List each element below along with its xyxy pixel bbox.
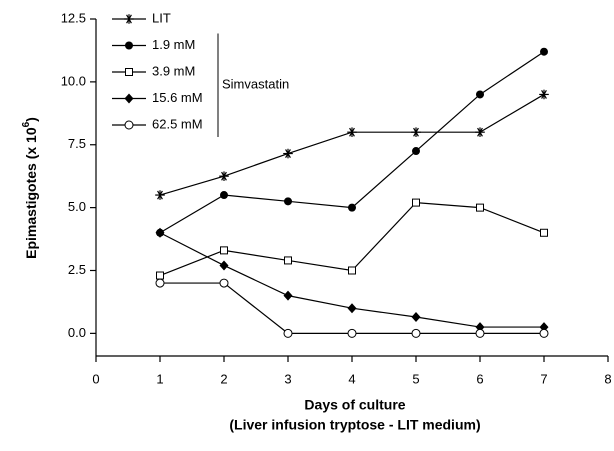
square: [412, 198, 420, 207]
y-axis-title: Epimastigotes (x 106): [21, 117, 39, 259]
circle: [219, 278, 229, 288]
circle: [284, 197, 292, 206]
data-point: [348, 203, 356, 212]
data-point: [411, 312, 421, 323]
data-point: [219, 171, 229, 181]
x-axis-subtitle: (Liver infusion tryptose - LIT medium): [229, 417, 480, 433]
data-point: [284, 256, 292, 265]
circle: [348, 203, 356, 212]
legend-marker: [125, 68, 133, 76]
circle: [155, 278, 165, 288]
legend-label: 15.6 mM: [152, 90, 203, 105]
circle: [412, 147, 420, 156]
diamond: [155, 227, 165, 238]
legend-marker: [124, 120, 134, 130]
circle: [347, 328, 357, 338]
legend-marker: [125, 41, 133, 50]
y-axis-title-text: Epimastigotes (x 10: [23, 127, 39, 259]
circle: [539, 328, 549, 338]
circle: [220, 191, 228, 200]
data-point: [156, 271, 164, 280]
series-line: [159, 201, 545, 277]
x-tick-label: 4: [348, 371, 355, 386]
data-point: [283, 148, 293, 159]
square: [156, 271, 164, 280]
diamond: [219, 260, 229, 271]
y-axis-title-end: ): [23, 117, 39, 122]
circle: [411, 328, 421, 338]
legend-marker: [124, 14, 134, 24]
data-point: [284, 197, 292, 206]
circle: [476, 90, 484, 99]
legend-label: 1.9 mM: [152, 37, 195, 52]
data-point: [283, 328, 293, 338]
y-axis-title-exponent: 6: [21, 121, 32, 127]
circle: [125, 41, 133, 50]
y-tick-label: 2.5: [68, 262, 86, 277]
y-tick-label: 0.0: [68, 325, 86, 340]
diamond: [283, 290, 293, 301]
circle: [540, 47, 548, 56]
y-tick-label: 7.5: [68, 136, 86, 151]
x-tick-label: 8: [604, 371, 611, 386]
data-point: [155, 278, 165, 288]
data-point: [155, 190, 165, 200]
square: [476, 203, 484, 212]
legend-label: LIT: [152, 10, 171, 25]
y-tick-label: 12.5: [61, 10, 86, 25]
data-point: [411, 328, 421, 338]
circle: [124, 120, 134, 130]
data-point: [220, 191, 228, 200]
data-point: [348, 266, 356, 275]
x-tick-label: 0: [92, 371, 99, 386]
circle: [283, 328, 293, 338]
data-point: [540, 228, 548, 237]
data-point: [219, 278, 229, 288]
data-point: [347, 303, 357, 314]
x-axis-title: Days of culture: [304, 397, 405, 413]
data-point: [476, 90, 484, 99]
data-point: [412, 198, 420, 207]
data-point: [539, 89, 549, 100]
diamond: [124, 93, 134, 104]
data-point: [219, 260, 229, 271]
annotation: Simvastatin: [222, 77, 289, 92]
legend-label: 3.9 mM: [152, 63, 195, 78]
x-tick-label: 3: [284, 371, 291, 386]
square: [540, 228, 548, 237]
x-tick-label: 7: [540, 371, 547, 386]
square: [348, 266, 356, 275]
x-tick-label: 2: [220, 371, 227, 386]
data-point: [220, 246, 228, 255]
square: [220, 246, 228, 255]
data-point: [412, 147, 420, 156]
diamond: [411, 312, 421, 323]
x-tick-label: 6: [476, 371, 483, 386]
data-point: [155, 227, 165, 238]
diamond: [347, 303, 357, 314]
data-point: [475, 328, 485, 338]
x-tick-label: 5: [412, 371, 419, 386]
legend-label: 62.5 mM: [152, 116, 203, 131]
data-point: [475, 127, 485, 137]
y-tick-label: 10.0: [61, 73, 86, 88]
data-point: [411, 127, 421, 137]
square: [284, 256, 292, 265]
y-tick-label: 5.0: [68, 199, 86, 214]
legend-marker: [124, 93, 134, 104]
data-point: [283, 290, 293, 301]
x-tick-label: 1: [156, 371, 163, 386]
data-point: [347, 328, 357, 338]
data-point: [540, 47, 548, 56]
square: [125, 68, 133, 76]
circle: [475, 328, 485, 338]
data-point: [347, 127, 357, 137]
data-point: [539, 328, 549, 338]
data-point: [476, 203, 484, 212]
